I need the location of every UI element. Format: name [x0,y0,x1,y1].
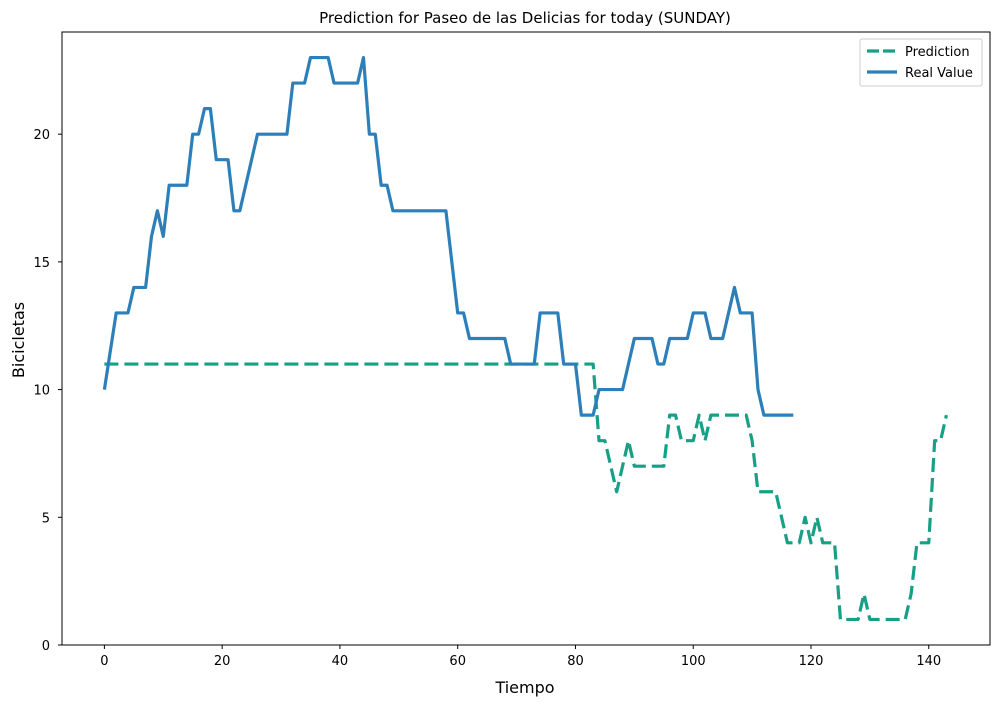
x-axis-label: Tiempo [494,678,554,697]
legend-prediction-label: Prediction [905,45,970,60]
chart-title: Prediction for Paseo de las Delicias for… [319,9,731,27]
x-tick-label: 0 [100,654,108,669]
y-axis-label: Bicicletas [9,302,28,378]
y-axis-ticks: 0 5 10 15 20 [33,128,62,654]
y-tick-label: 20 [33,128,50,143]
y-tick-label: 15 [33,256,50,271]
x-tick-label: 100 [681,654,706,669]
x-tick-label: 120 [799,654,824,669]
legend-real-value-label: Real Value [905,66,973,81]
prediction-series-line [104,362,948,622]
x-tick-label: 60 [449,654,466,669]
y-tick-label: 0 [42,639,50,654]
series-layer [102,55,948,622]
real-value-series-line [102,55,794,417]
x-tick-label: 20 [214,654,231,669]
legend: Prediction Real Value [859,38,983,87]
x-tick-label: 80 [567,654,584,669]
x-axis-ticks: 0 20 40 60 80 100 120 140 [100,645,941,669]
x-tick-label: 140 [916,654,941,669]
plot-area [61,31,991,646]
y-tick-label: 10 [33,384,50,399]
y-tick-label: 5 [42,511,50,526]
x-tick-label: 40 [332,654,349,669]
plot-frame [61,31,991,646]
